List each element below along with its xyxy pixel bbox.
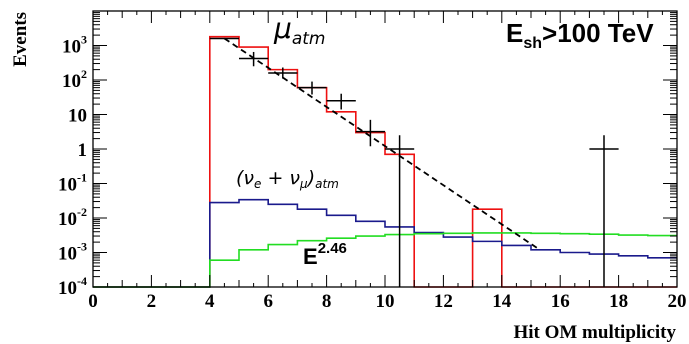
data-point: [268, 67, 298, 79]
data-points-layer: [209, 37, 619, 287]
data-point: [355, 119, 385, 147]
x-tick-label: 20: [668, 291, 687, 312]
energy-cut-e: E: [506, 18, 523, 48]
y-tick-base: 10: [62, 37, 81, 58]
x-tick-label: 8: [322, 291, 332, 312]
astro-exp: 2.46: [318, 240, 347, 257]
data-point: [326, 93, 356, 110]
y-axis-title: Events: [10, 12, 31, 67]
y-tick-exp: -4: [77, 274, 87, 288]
energy-cut-sub: sh: [523, 35, 542, 52]
y-tick-base: 10: [58, 244, 77, 265]
y-tick-label: 10-3: [58, 240, 87, 265]
y-tick-label: 103: [62, 33, 87, 58]
x-tick-label: 6: [263, 291, 273, 312]
nu-atm-sub-mu: μ: [299, 177, 308, 191]
y-tick-base: 10: [58, 278, 77, 299]
y-tick-exp: -2: [77, 205, 87, 219]
y-tick-label: 10-2: [58, 205, 87, 230]
x-tick-label: 10: [376, 291, 395, 312]
nu-atm-open: (ν: [236, 167, 254, 189]
y-tick-label: 10: [68, 106, 87, 127]
energy-cut-rest: >100 TeV: [542, 18, 654, 48]
y-tick-base: 10: [58, 209, 77, 230]
x-tick-label: 16: [551, 291, 570, 312]
mu-atm-label: μatm: [273, 12, 325, 49]
x-tick-label: 2: [147, 291, 157, 312]
y-tick-label: 102: [62, 67, 87, 92]
energy-cut-title: Esh>100 TeV: [506, 18, 654, 52]
nu-atm-close: ): [306, 167, 315, 189]
astro-e: E: [303, 244, 318, 269]
axes-layer: 0 2 4 6 8 10 12 14 16 18 2010-410-310-210-11101021…: [58, 10, 687, 312]
y-tick-exp: 2: [81, 67, 87, 81]
y-tick-label: 10-1: [58, 171, 87, 196]
nu-atm-sub-atm: atm: [315, 177, 339, 191]
y-tick-exp: -1: [77, 171, 87, 185]
y-tick-exp: 3: [81, 33, 87, 47]
histogram-astro: [93, 232, 677, 288]
data-point: [385, 135, 415, 287]
data-point: [297, 81, 327, 95]
x-tick-label: 18: [609, 291, 628, 312]
y-tick-exp: -3: [77, 240, 87, 254]
mu-atm-sub: atm: [292, 29, 326, 49]
nu-atm-sub-e: e: [254, 177, 261, 191]
x-tick-label: 12: [434, 291, 453, 312]
histogram-mu_atm: [93, 35, 677, 288]
nu-atm-label: (νe + νμ)atm: [236, 167, 339, 191]
y-tick-label: 10-4: [58, 274, 87, 299]
astro-label: E2.46: [303, 240, 347, 269]
y-tick-base: 10: [62, 71, 81, 92]
y-tick-base: 1: [78, 140, 88, 161]
data-point: [239, 51, 269, 67]
y-tick-base: 10: [68, 106, 87, 127]
x-axis-title: Hit OM multiplicity: [513, 322, 676, 343]
x-tick-label: 0: [88, 291, 98, 312]
nu-atm-plus: + ν: [261, 167, 300, 189]
y-tick-label: 1: [78, 140, 88, 161]
x-tick-label: 14: [492, 291, 512, 312]
y-tick-base: 10: [58, 175, 77, 196]
data-point: [589, 135, 619, 287]
mu-atm-symbol: μ: [273, 12, 292, 45]
x-tick-label: 4: [205, 291, 215, 312]
histogram-nu_atm: [93, 198, 677, 288]
histogram-layer: [93, 35, 677, 288]
